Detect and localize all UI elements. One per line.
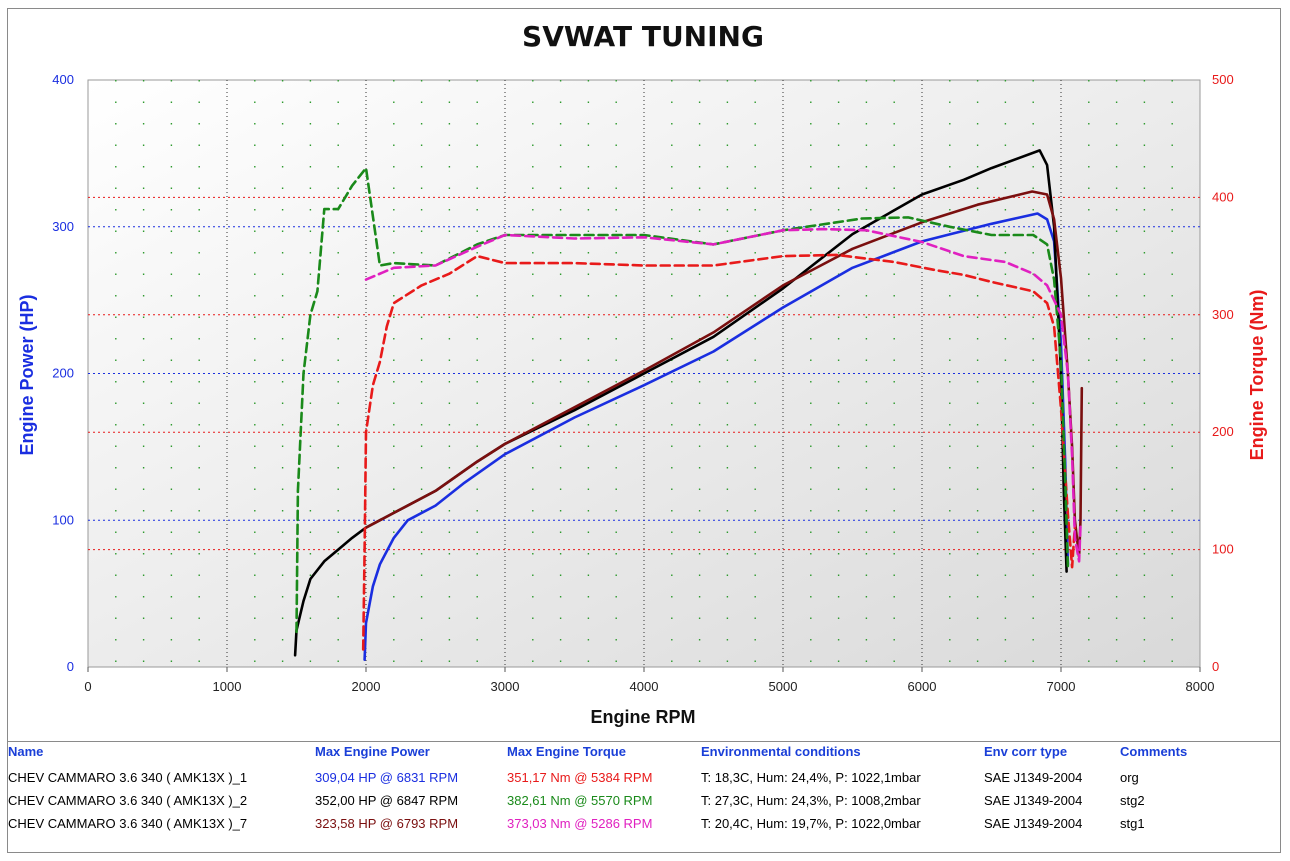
env-conditions-value: T: 18,3C, Hum: 24,4%, P: 1022,1mbar (701, 770, 921, 785)
x-tick-label: 6000 (908, 679, 937, 694)
torque-series-line-3 (361, 253, 1077, 651)
x-tick-label: 1000 (213, 679, 242, 694)
dyno-chart: SVWAT TUNING 0 1000 2000 3000 4000 5000 6000 70… (17, 20, 1267, 727)
axes: 0 1000 2000 3000 4000 5000 6000 7000 80000100200… (52, 72, 1233, 694)
y-right-axis-title: Engine Torque (Nm) (1247, 290, 1267, 461)
y-left-axis-title: Engine Power (HP) (17, 294, 37, 455)
x-axis-title: Engine RPM (590, 707, 695, 727)
x-tick-label: 4000 (630, 679, 659, 694)
max-power-value: 352,00 HP @ 6847 RPM (315, 793, 459, 808)
max-torque-value: 382,61 Nm @ 5570 RPM (507, 793, 653, 808)
header-env-corr: Env corr type (984, 744, 1068, 759)
comment-value: org (1120, 770, 1139, 785)
env-conditions-value: T: 27,3C, Hum: 24,3%, P: 1008,2mbar (701, 793, 921, 808)
results-table: Name Max Engine Power Max Engine Torque … (8, 741, 1280, 831)
x-tick-label: 7000 (1047, 679, 1076, 694)
max-power-value: 323,58 HP @ 6793 RPM (315, 816, 459, 831)
y-left-tick-label: 100 (52, 512, 74, 527)
torque-series-line-5 (364, 227, 1082, 563)
y-left-tick-label: 0 (67, 659, 74, 674)
run-name: CHEV CAMMARO 3.6 340 ( AMK13X )_2 (8, 793, 248, 808)
y-right-tick-label: 200 (1212, 424, 1234, 439)
y-left-tick-label: 200 (52, 366, 74, 381)
header-comments: Comments (1120, 744, 1188, 759)
power-series-line-1 (293, 149, 1068, 657)
max-torque-value: 351,17 Nm @ 5384 RPM (507, 770, 653, 785)
max-torque-value: 373,03 Nm @ 5286 RPM (507, 816, 653, 831)
x-tick-label: 5000 (769, 679, 798, 694)
env-corr-value: SAE J1349-2004 (984, 770, 1083, 785)
env-corr-value: SAE J1349-2004 (984, 816, 1083, 831)
env-conditions-value: T: 20,4C, Hum: 19,7%, P: 1022,0mbar (701, 816, 921, 831)
y-right-tick-label: 300 (1212, 307, 1234, 322)
max-power-value: 309,04 HP @ 6831 RPM (315, 770, 459, 785)
comment-value: stg1 (1120, 816, 1145, 831)
y-right-tick-label: 500 (1212, 72, 1234, 87)
header-env-conditions: Environmental conditions (701, 744, 861, 759)
y-left-tick-label: 300 (52, 219, 74, 234)
x-tick-label: 3000 (491, 679, 520, 694)
power-series-line-0 (363, 212, 1070, 661)
torque-series-line-4 (295, 166, 1070, 634)
run-name: CHEV CAMMARO 3.6 340 ( AMK13X )_1 (8, 770, 248, 785)
comment-value: stg2 (1120, 793, 1145, 808)
x-tick-label: 2000 (352, 679, 381, 694)
x-tick-label: 8000 (1186, 679, 1215, 694)
header-max-torque: Max Engine Torque (507, 744, 626, 759)
y-right-tick-label: 100 (1212, 542, 1234, 557)
run-name: CHEV CAMMARO 3.6 340 ( AMK13X )_7 (8, 816, 248, 831)
header-name: Name (8, 744, 44, 759)
chart-title: SVWAT TUNING (522, 20, 764, 53)
y-right-tick-label: 0 (1212, 659, 1219, 674)
header-max-power: Max Engine Power (315, 744, 430, 759)
data-series (293, 149, 1084, 661)
x-tick-label: 0 (84, 679, 91, 694)
env-corr-value: SAE J1349-2004 (984, 793, 1083, 808)
y-right-tick-label: 400 (1212, 189, 1234, 204)
y-left-tick-label: 400 (52, 72, 74, 87)
